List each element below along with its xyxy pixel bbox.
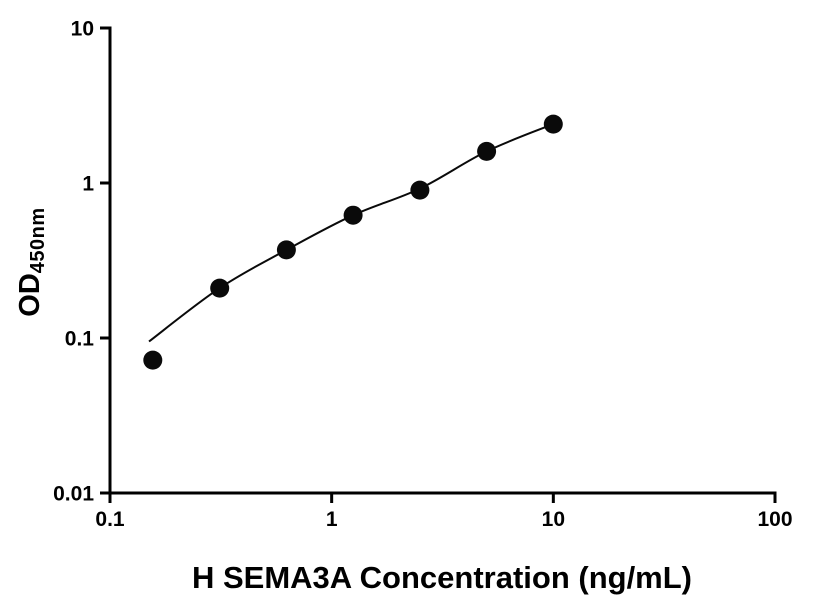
x-tick-label: 100 bbox=[757, 508, 792, 531]
axis-frame bbox=[108, 26, 777, 495]
x-tick-label: 1 bbox=[326, 508, 338, 531]
data-point bbox=[343, 205, 363, 225]
y-axis-label-main: OD bbox=[14, 273, 46, 317]
y-tick-label: 0.1 bbox=[65, 328, 95, 351]
y-axis-label-sub: 450nm bbox=[27, 207, 49, 274]
y-axis-label: OD450nm bbox=[14, 207, 50, 316]
x-axis-label: H SEMA3A Concentration (ng/mL) bbox=[191, 560, 693, 595]
data-point bbox=[543, 114, 563, 134]
data-point bbox=[143, 350, 163, 370]
y-tick-label: 0.01 bbox=[53, 483, 94, 506]
data-point bbox=[276, 240, 296, 260]
x-tick-label: 0.1 bbox=[95, 508, 125, 531]
data-point bbox=[210, 278, 230, 298]
x-tick-label: 10 bbox=[542, 508, 565, 531]
data-point bbox=[410, 180, 430, 200]
data-point bbox=[477, 141, 497, 161]
y-tick-label: 10 bbox=[71, 18, 94, 41]
y-tick-label: 1 bbox=[82, 173, 94, 196]
